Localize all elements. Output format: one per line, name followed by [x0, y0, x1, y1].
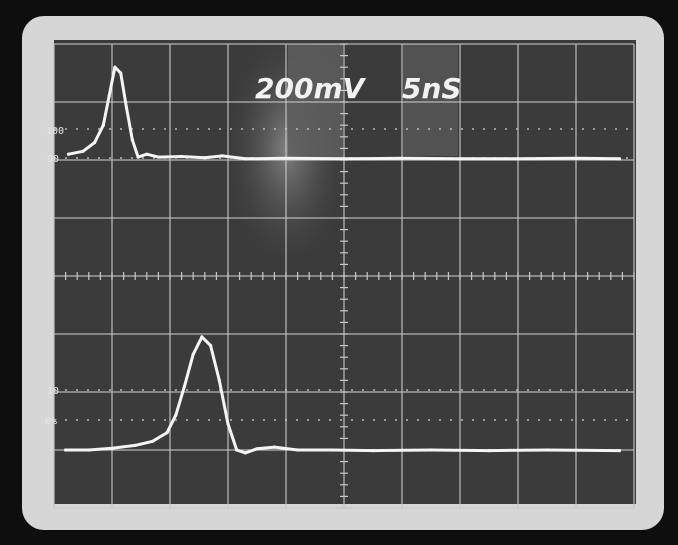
trace-point — [145, 152, 149, 156]
trace-point — [458, 157, 462, 161]
trace-point — [182, 384, 187, 388]
trace-point — [330, 448, 334, 452]
label-100: 100 — [46, 126, 64, 137]
trace-point — [220, 154, 224, 158]
label-0-percent: 0% — [45, 416, 57, 427]
trace-point — [574, 156, 578, 160]
trace-point — [243, 157, 247, 161]
trace-point — [342, 157, 346, 161]
trace-point — [81, 149, 85, 153]
trace-point — [136, 155, 140, 159]
trace-point — [66, 152, 71, 156]
trace-point — [296, 448, 300, 452]
trace-point — [243, 451, 247, 455]
time-per-div-readout: 5nS — [402, 72, 462, 105]
trace-point — [217, 378, 221, 382]
label-10: 10 — [47, 386, 59, 397]
trace-point — [119, 71, 123, 75]
trace-point — [226, 422, 230, 426]
trace-point — [87, 448, 91, 452]
trace-point — [113, 65, 117, 69]
trace-point — [174, 413, 178, 417]
trace-point — [64, 448, 68, 452]
trace-point — [191, 352, 195, 356]
trace-point — [180, 154, 184, 159]
traces — [64, 65, 622, 455]
trace-line-lower — [64, 335, 621, 455]
screen — [54, 40, 636, 504]
trace-point — [255, 447, 259, 451]
trace-point — [400, 156, 404, 160]
trace-point — [133, 443, 137, 447]
trace-point — [93, 141, 97, 145]
trace-point — [272, 445, 276, 449]
trace-point — [101, 123, 105, 127]
graticule — [53, 43, 635, 509]
trace-point — [151, 439, 155, 443]
trace-point — [203, 156, 207, 160]
trace-point — [545, 448, 549, 452]
trace-point — [516, 157, 520, 161]
trace-point — [617, 157, 622, 161]
trace-point — [617, 449, 622, 453]
volts-per-div-readout: 200mV — [255, 72, 367, 105]
trace-point — [110, 446, 114, 450]
label-90: 90 — [47, 154, 59, 165]
trace-point — [487, 449, 491, 453]
trace-point — [235, 448, 239, 452]
trace-point — [200, 335, 204, 339]
trace-point — [371, 449, 375, 453]
trace-point — [284, 156, 288, 160]
trace-point — [156, 155, 160, 159]
trace-point — [209, 344, 213, 348]
trace-point — [130, 138, 134, 142]
trace-point — [107, 94, 111, 98]
trace-point — [124, 106, 129, 110]
trace-point — [165, 431, 169, 435]
trace-point — [429, 448, 433, 452]
